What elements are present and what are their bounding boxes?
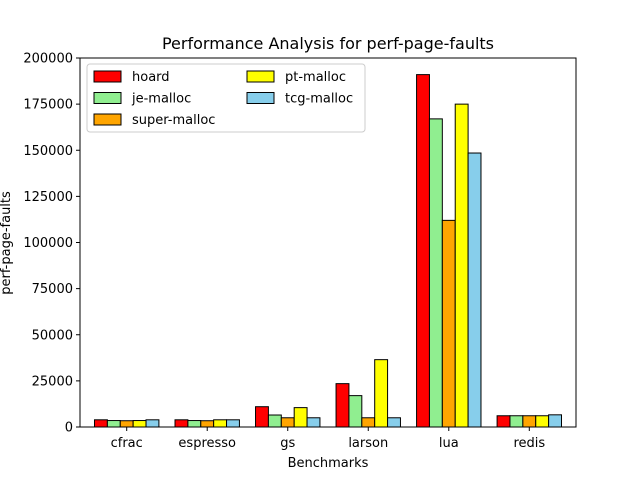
legend-frame bbox=[86, 63, 366, 133]
bar-hoard-espresso bbox=[174, 419, 189, 428]
legend-swatch-tcg-malloc bbox=[246, 92, 275, 104]
chart-title: Performance Analysis for perf-page-fault… bbox=[162, 34, 494, 53]
x-axis: cfrac espresso gs larson lua redis bbox=[111, 427, 545, 451]
y-tick-label: 150000 bbox=[23, 144, 73, 159]
bar-pt-malloc-gs bbox=[293, 407, 308, 428]
bar-super-malloc-cfrac bbox=[119, 420, 134, 428]
y-tick-label: 25000 bbox=[32, 374, 73, 389]
x-tick-label-lua: lua bbox=[439, 436, 459, 451]
bars-group bbox=[93, 74, 562, 428]
legend-label-super-malloc: super-malloc bbox=[132, 113, 215, 128]
bar-tcg-malloc-lua bbox=[467, 152, 482, 428]
x-tick-label-cfrac: cfrac bbox=[111, 436, 143, 451]
bar-pt-malloc-espresso bbox=[213, 419, 228, 428]
x-tick-label-redis: redis bbox=[513, 436, 545, 451]
bar-je-malloc-lua bbox=[428, 118, 443, 428]
legend-swatch-je-malloc bbox=[93, 92, 122, 104]
x-tick-label-larson: larson bbox=[348, 436, 388, 451]
x-tick-label-gs: gs bbox=[280, 436, 295, 451]
bar-super-malloc-gs bbox=[280, 417, 295, 428]
bar-je-malloc-gs bbox=[267, 414, 282, 428]
legend-label-tcg-malloc: tcg-malloc bbox=[285, 92, 353, 107]
legend-label-pt-malloc: pt-malloc bbox=[285, 70, 346, 85]
bar-tcg-malloc-gs bbox=[306, 417, 321, 428]
y-tick-label: 75000 bbox=[32, 282, 73, 297]
y-tick-label: 200000 bbox=[23, 52, 73, 67]
y-tick-label: 0 bbox=[65, 421, 73, 436]
y-tick-label: 175000 bbox=[23, 98, 73, 113]
legend: hoard je-malloc super-malloc pt-malloc tcg-m… bbox=[86, 63, 366, 133]
bar-hoard-redis bbox=[496, 415, 511, 428]
legend-swatch-hoard bbox=[93, 70, 122, 83]
bar-super-malloc-espresso bbox=[200, 420, 215, 428]
bar-tcg-malloc-cfrac bbox=[145, 419, 160, 428]
legend-label-je-malloc: je-malloc bbox=[131, 92, 191, 107]
legend-swatch-super-malloc bbox=[93, 113, 122, 126]
x-axis-title: Benchmarks bbox=[288, 456, 369, 471]
y-axis: 0 25000 50000 75000 100000 125000 150000 175000… bbox=[23, 52, 80, 436]
bar-tcg-malloc-larson bbox=[387, 417, 401, 428]
x-tick-label-espresso: espresso bbox=[178, 436, 236, 451]
bar-je-malloc-espresso bbox=[187, 420, 202, 428]
bar-pt-malloc-cfrac bbox=[132, 420, 147, 428]
bar-hoard-cfrac bbox=[93, 419, 108, 428]
bar-hoard-lua bbox=[416, 74, 430, 428]
bar-je-malloc-larson bbox=[348, 395, 363, 428]
bar-super-malloc-larson bbox=[361, 417, 376, 428]
y-tick-label: 125000 bbox=[23, 190, 73, 205]
bar-hoard-gs bbox=[255, 406, 269, 428]
legend-label-hoard: hoard bbox=[132, 70, 170, 85]
legend-swatch-pt-malloc bbox=[246, 70, 275, 83]
bar-pt-malloc-redis bbox=[535, 415, 550, 428]
bar-tcg-malloc-redis bbox=[548, 414, 562, 428]
bar-je-malloc-cfrac bbox=[106, 420, 121, 428]
bar-tcg-malloc-espresso bbox=[226, 419, 240, 428]
bar-pt-malloc-lua bbox=[454, 103, 469, 428]
y-tick-label: 100000 bbox=[23, 236, 73, 251]
bar-super-malloc-redis bbox=[522, 415, 537, 428]
bar-hoard-larson bbox=[335, 383, 350, 428]
y-axis-title: perf-page-faults bbox=[0, 191, 14, 295]
y-tick-label: 50000 bbox=[32, 328, 73, 343]
bar-super-malloc-lua bbox=[441, 219, 456, 428]
bar-pt-malloc-larson bbox=[374, 359, 389, 428]
bar-je-malloc-redis bbox=[509, 415, 524, 428]
